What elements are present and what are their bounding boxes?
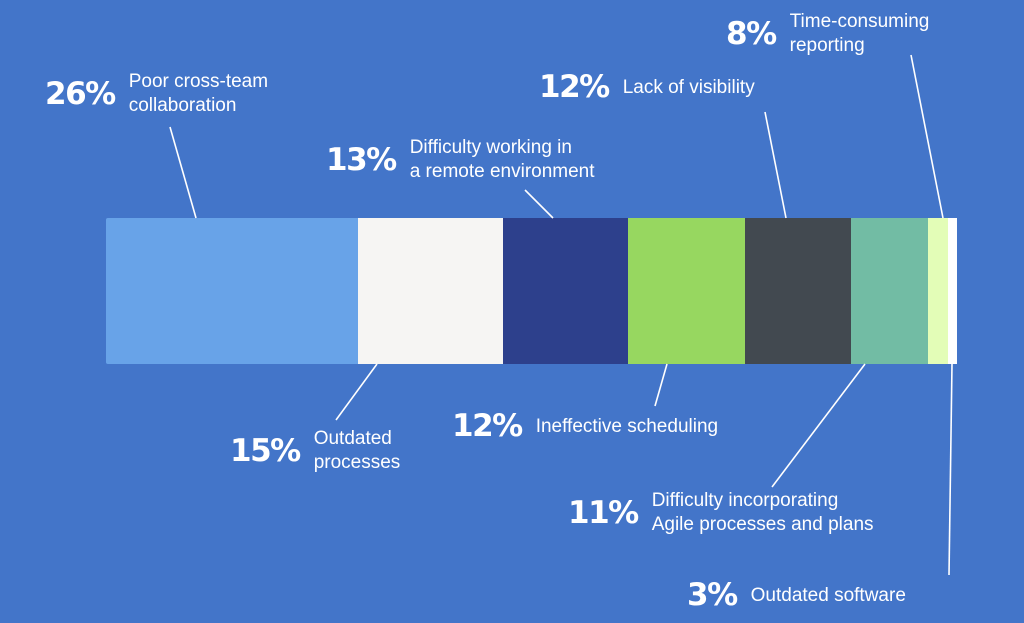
- label-poor-collaboration: 26% Poor cross-team collaboration: [45, 70, 268, 118]
- percent-value: 3%: [687, 577, 738, 613]
- percent-value: 11%: [568, 494, 639, 531]
- segment-outdated-processes: [358, 218, 503, 364]
- percent-value: 8%: [726, 15, 777, 52]
- segment-remote-environment: [503, 218, 628, 364]
- percent-value: 15%: [230, 432, 301, 469]
- leader-line-software: [948, 363, 953, 576]
- label-outdated-processes: 15% Outdated processes: [230, 427, 400, 475]
- label-time-consuming-reporting: 8% Time-consuming reporting: [726, 10, 929, 58]
- category-label: Outdated processes: [313, 428, 401, 473]
- leader-line-sched: [654, 363, 668, 407]
- leader-line-report: [910, 54, 944, 219]
- leader-line-remote: [524, 189, 554, 219]
- label-remote-environment: 13% Difficulty working in a remote envir…: [326, 136, 595, 184]
- percent-value: 26%: [45, 75, 116, 112]
- label-lack-of-visibility: 12% Lack of visibility: [539, 72, 755, 103]
- percent-value: 12%: [539, 69, 610, 105]
- category-label: Outdated software: [750, 584, 906, 606]
- label-agile-processes: 11% Difficulty incorporating Agile proce…: [568, 489, 874, 537]
- segment-lack-of-visibility: [745, 218, 851, 364]
- category-label: Time-consuming reporting: [789, 11, 930, 56]
- leader-line-agile: [771, 363, 866, 488]
- category-label: Difficulty incorporating Agile processes…: [651, 490, 874, 535]
- category-label: Poor cross-team collaboration: [128, 71, 269, 116]
- segment-poor-collaboration: [106, 218, 358, 364]
- category-label: Difficulty working in a remote environme…: [409, 137, 595, 182]
- leader-line-visib: [764, 111, 787, 219]
- percent-value: 12%: [452, 408, 523, 444]
- segment-ineffective-scheduling: [628, 218, 745, 364]
- percent-value: 13%: [326, 141, 397, 178]
- segment-time-consuming-reporting: [928, 218, 948, 364]
- category-label: Ineffective scheduling: [535, 415, 719, 437]
- category-label: Lack of visibility: [622, 76, 755, 98]
- segment-agile-processes: [851, 218, 928, 364]
- leader-line-process: [335, 363, 378, 421]
- leader-line-collab: [169, 126, 197, 219]
- segment-outdated-software: [948, 218, 957, 364]
- label-ineffective-scheduling: 12% Ineffective scheduling: [452, 411, 718, 442]
- label-outdated-software: 3% Outdated software: [687, 580, 906, 611]
